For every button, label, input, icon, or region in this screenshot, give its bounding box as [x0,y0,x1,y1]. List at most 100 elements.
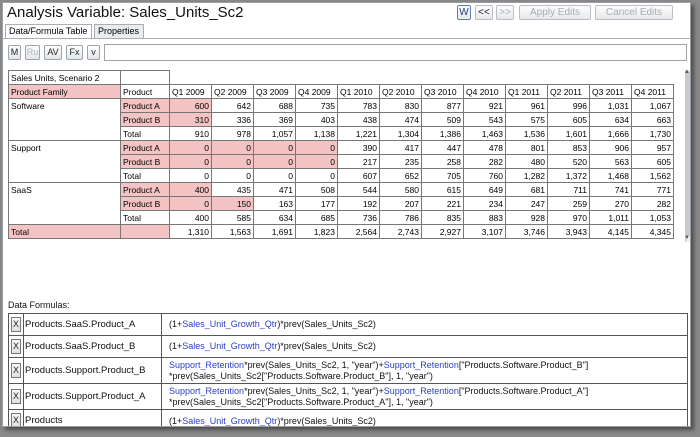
data-cell[interactable]: 996 [547,98,590,113]
tab-data-formula-table[interactable]: Data/Formula Table [5,24,92,38]
formula-variable-link[interactable]: Support_Retention [169,385,245,396]
data-cell[interactable]: 1,138 [295,126,338,141]
total-cell[interactable]: 3,746 [505,224,548,239]
data-cell[interactable]: 400 [169,210,212,225]
previous-button[interactable]: << [475,5,493,20]
data-cell[interactable]: 585 [211,210,254,225]
total-cell[interactable]: 4,145 [589,224,632,239]
formula-expression[interactable]: (1+Sales_Unit_Growth_Qtr)*prev(Sales_Uni… [169,336,685,357]
tab-properties[interactable]: Properties [94,24,144,38]
data-cell[interactable]: 615 [421,182,464,197]
formula-expression[interactable]: Support_Retention*prev(Sales_Units_Sc2, … [169,358,685,383]
data-cell[interactable]: 1,031 [589,98,632,113]
formula-expression[interactable]: (1+Sales_Unit_Growth_Qtr)*prev(Sales_Uni… [169,410,685,426]
data-cell[interactable]: 830 [379,98,422,113]
data-cell[interactable]: 0 [169,196,212,211]
data-cell[interactable]: 1,562 [631,168,674,183]
data-cell[interactable]: 786 [379,210,422,225]
data-cell[interactable]: 438 [337,112,380,127]
apply-edits-button[interactable]: Apply Edits [519,5,591,20]
data-cell[interactable]: 906 [589,140,632,155]
data-cell[interactable]: 221 [421,196,464,211]
data-cell[interactable]: 474 [379,112,422,127]
delete-formula-button[interactable]: X [11,317,21,332]
total-cell[interactable]: 1,310 [169,224,212,239]
data-cell[interactable]: 1,463 [463,126,506,141]
data-cell[interactable]: 652 [379,168,422,183]
data-cell[interactable]: 801 [505,140,548,155]
formula-expression[interactable]: (1+Sales_Unit_Growth_Qtr)*prev(Sales_Uni… [169,314,685,335]
data-cell[interactable]: 605 [631,154,674,169]
data-cell[interactable]: 877 [421,98,464,113]
data-cell[interactable]: 0 [211,168,254,183]
total-cell[interactable]: 2,564 [337,224,380,239]
data-cell[interactable]: 0 [169,154,212,169]
data-cell[interactable]: 928 [505,210,548,225]
total-cell[interactable]: 2,927 [421,224,464,239]
data-cell[interactable]: 217 [337,154,380,169]
data-cell[interactable]: 478 [463,140,506,155]
data-cell[interactable]: 403 [295,112,338,127]
data-cell[interactable]: 735 [295,98,338,113]
data-cell[interactable]: 471 [253,182,296,197]
data-cell[interactable]: 649 [463,182,506,197]
data-cell[interactable]: 1,304 [379,126,422,141]
data-cell[interactable]: 711 [547,182,590,197]
data-cell[interactable]: 0 [211,154,254,169]
data-cell[interactable]: 835 [421,210,464,225]
data-cell[interactable]: 741 [589,182,632,197]
data-cell[interactable]: 978 [211,126,254,141]
data-cell[interactable]: 207 [379,196,422,211]
formula-variable-link[interactable]: Support_Retention [383,385,459,396]
data-cell[interactable]: 520 [547,154,590,169]
data-cell[interactable]: 783 [337,98,380,113]
data-cell[interactable]: 634 [589,112,632,127]
data-cell[interactable]: 447 [421,140,464,155]
data-cell[interactable]: 605 [547,112,590,127]
total-cell[interactable]: 3,107 [463,224,506,239]
data-cell[interactable]: 771 [631,182,674,197]
data-cell[interactable]: 563 [589,154,632,169]
data-cell[interactable]: 259 [547,196,590,211]
delete-formula-button[interactable]: X [11,363,21,378]
data-cell[interactable]: 607 [337,168,380,183]
data-cell[interactable]: 957 [631,140,674,155]
data-cell[interactable]: 369 [253,112,296,127]
delete-formula-button[interactable]: X [11,339,21,354]
delete-formula-button[interactable]: X [11,389,21,404]
data-cell[interactable]: 247 [505,196,548,211]
data-cell[interactable]: 417 [379,140,422,155]
data-cell[interactable]: 688 [253,98,296,113]
formula-variable-link[interactable]: Sales_Unit_Growth_Qtr [182,341,278,351]
data-cell[interactable]: 600 [169,98,212,113]
data-cell[interactable]: 580 [379,182,422,197]
ru-button[interactable]: Ru [25,45,40,60]
data-cell[interactable]: 0 [295,154,338,169]
data-cell[interactable]: 509 [421,112,464,127]
data-cell[interactable]: 1,053 [631,210,674,225]
data-cell[interactable]: 0 [295,168,338,183]
data-cell[interactable]: 1,601 [547,126,590,141]
scroll-up-icon[interactable]: ▲ [684,69,690,75]
data-cell[interactable]: 1,666 [589,126,632,141]
data-cell[interactable]: 235 [379,154,422,169]
data-cell[interactable]: 1,536 [505,126,548,141]
data-cell[interactable]: 1,386 [421,126,464,141]
grid-scrollbar-thumb[interactable] [685,71,690,236]
data-cell[interactable]: 400 [169,182,212,197]
data-cell[interactable]: 192 [337,196,380,211]
formula-target-name[interactable]: Products.Support.Product_A [23,384,162,409]
formula-variable-link[interactable]: Sales_Unit_Growth_Qtr [182,319,278,329]
data-cell[interactable]: 760 [463,168,506,183]
data-cell[interactable]: 544 [337,182,380,197]
data-cell[interactable]: 642 [211,98,254,113]
data-cell[interactable]: 910 [169,126,212,141]
total-cell[interactable]: 1,823 [295,224,338,239]
data-cell[interactable]: 543 [463,112,506,127]
data-cell[interactable]: 961 [505,98,548,113]
data-cell[interactable]: 0 [211,140,254,155]
total-cell[interactable]: 1,691 [253,224,296,239]
cancel-edits-button[interactable]: Cancel Edits [595,5,673,20]
data-cell[interactable]: 0 [253,168,296,183]
v-button[interactable]: v [87,45,100,60]
